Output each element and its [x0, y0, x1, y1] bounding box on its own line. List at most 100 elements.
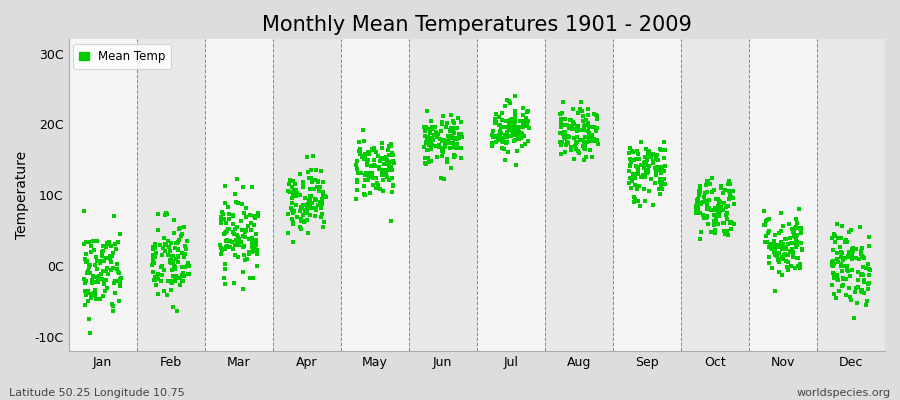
- Point: [238, 233, 252, 240]
- Point: [93, 296, 107, 302]
- Point: [516, 124, 530, 130]
- Point: [316, 194, 330, 200]
- Point: [836, 256, 850, 263]
- Point: [708, 196, 723, 202]
- Point: [148, 277, 163, 283]
- Point: [437, 176, 452, 182]
- Point: [429, 154, 444, 160]
- Point: [284, 184, 299, 190]
- Point: [693, 184, 707, 191]
- Point: [564, 126, 579, 132]
- Point: [859, 264, 873, 271]
- Point: [174, 233, 188, 240]
- Point: [642, 162, 656, 169]
- Point: [520, 122, 535, 128]
- Point: [854, 287, 868, 293]
- Point: [79, 251, 94, 257]
- Point: [508, 112, 522, 118]
- Point: [713, 199, 727, 205]
- Bar: [681, 39, 749, 351]
- Point: [654, 147, 669, 153]
- Point: [223, 237, 238, 244]
- Point: [378, 154, 392, 160]
- Point: [173, 275, 187, 282]
- Point: [493, 124, 508, 130]
- Point: [562, 124, 576, 131]
- Point: [235, 201, 249, 207]
- Bar: [409, 39, 477, 351]
- Point: [862, 267, 877, 273]
- Point: [499, 140, 513, 146]
- Point: [309, 207, 323, 214]
- Point: [758, 238, 772, 245]
- Point: [701, 178, 716, 184]
- Point: [840, 267, 854, 273]
- Point: [298, 208, 312, 214]
- Point: [771, 268, 786, 275]
- Point: [153, 242, 167, 248]
- Point: [375, 140, 390, 146]
- Point: [782, 221, 796, 227]
- Point: [87, 274, 102, 280]
- Point: [791, 206, 806, 212]
- Point: [287, 208, 302, 214]
- Point: [825, 262, 840, 269]
- Point: [761, 228, 776, 234]
- Point: [88, 290, 103, 296]
- Point: [104, 242, 119, 249]
- Point: [382, 152, 396, 158]
- Point: [158, 212, 173, 218]
- Point: [108, 278, 122, 284]
- Point: [694, 200, 708, 207]
- Point: [434, 175, 448, 182]
- Point: [845, 250, 859, 256]
- Point: [689, 206, 704, 212]
- Point: [630, 185, 644, 192]
- Point: [624, 159, 638, 165]
- Point: [492, 132, 507, 138]
- Point: [420, 155, 435, 162]
- Point: [631, 164, 645, 171]
- Point: [785, 226, 799, 232]
- Point: [652, 164, 666, 170]
- Point: [146, 246, 160, 252]
- Point: [581, 112, 596, 118]
- Point: [436, 148, 450, 155]
- Point: [646, 152, 661, 158]
- Point: [508, 129, 523, 136]
- Point: [508, 162, 523, 168]
- Point: [570, 139, 584, 146]
- Point: [778, 246, 793, 252]
- Point: [795, 247, 809, 253]
- Point: [724, 220, 739, 226]
- Point: [105, 303, 120, 309]
- Point: [711, 205, 725, 211]
- Point: [94, 249, 109, 255]
- Point: [768, 248, 782, 254]
- Point: [497, 146, 511, 152]
- Point: [692, 188, 706, 194]
- Point: [226, 246, 240, 252]
- Point: [691, 190, 706, 197]
- Point: [708, 230, 723, 236]
- Point: [859, 302, 873, 308]
- Point: [364, 146, 379, 153]
- Point: [427, 132, 441, 138]
- Point: [158, 241, 173, 247]
- Point: [99, 277, 113, 284]
- Point: [778, 244, 792, 251]
- Point: [171, 247, 185, 253]
- Point: [369, 185, 383, 191]
- Point: [560, 139, 574, 145]
- Point: [168, 245, 183, 252]
- Point: [357, 192, 372, 198]
- Point: [378, 166, 392, 173]
- Point: [559, 142, 573, 149]
- Point: [248, 215, 262, 222]
- Point: [215, 209, 230, 216]
- Point: [634, 174, 648, 180]
- Point: [692, 200, 706, 206]
- Point: [488, 119, 502, 126]
- Point: [176, 272, 190, 278]
- Point: [722, 196, 736, 202]
